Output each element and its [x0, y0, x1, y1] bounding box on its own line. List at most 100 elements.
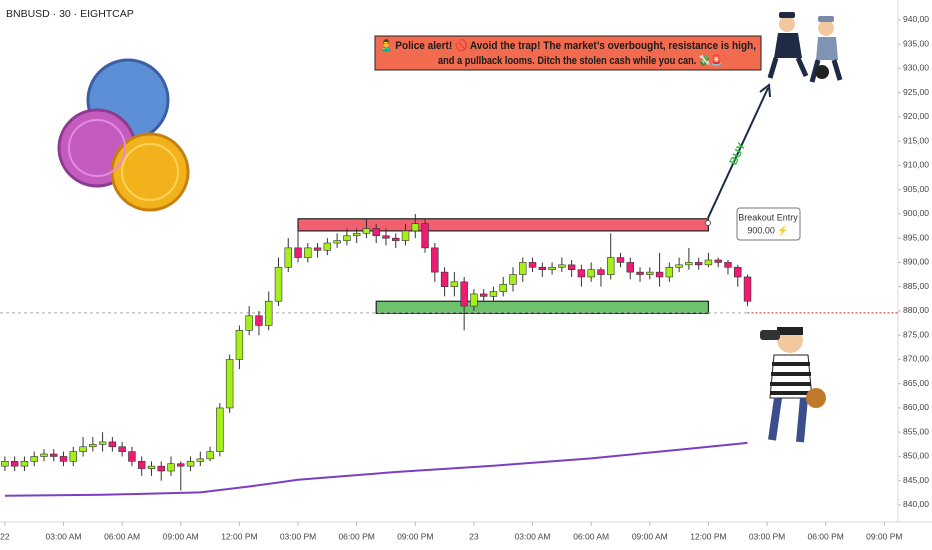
candle-body — [30, 456, 38, 462]
candle-body — [1, 461, 9, 467]
y-tick-label: 850,00 — [903, 451, 929, 461]
candle-body — [206, 451, 214, 460]
candle-body — [626, 262, 634, 273]
candle-body — [157, 465, 165, 472]
candle-body — [186, 461, 195, 467]
x-tick-label: 03:00 PM — [280, 531, 316, 541]
candle-body — [528, 262, 537, 268]
police-illustration — [767, 12, 843, 83]
candle-body — [264, 300, 273, 326]
candle-body — [10, 461, 19, 467]
candle-body — [333, 240, 341, 244]
y-tick-label: 840,00 — [903, 499, 929, 509]
moving-average — [4, 441, 748, 497]
x-tick-label: 03:00 AM — [46, 531, 82, 541]
candle-body — [20, 461, 29, 467]
candle-body — [538, 266, 547, 271]
entry-label: Breakout Entry 900.00 ⚡ — [736, 207, 801, 241]
candle-body — [235, 330, 244, 360]
y-tick-label: 865,00 — [903, 378, 929, 388]
candle-body — [89, 444, 97, 448]
entry-text: Breakout Entry — [738, 212, 798, 222]
anchor-dot — [705, 220, 711, 226]
candle-body — [450, 281, 459, 287]
candle-body — [382, 235, 390, 239]
candle-body — [245, 315, 253, 331]
zone — [375, 300, 710, 314]
entry-box — [736, 207, 801, 241]
callout-line: and a pullback looms. Ditch the stolen c… — [438, 54, 722, 67]
y-tick-label: 890,00 — [903, 257, 929, 267]
candle-body — [128, 451, 136, 462]
y-tick-label: 895,00 — [903, 232, 929, 242]
chart-title: BNBUSD · 30 · EIGHTCAP — [6, 8, 134, 20]
candle-body — [352, 233, 361, 237]
candle-body — [313, 247, 322, 251]
candle-body — [343, 235, 351, 241]
arrow-head — [759, 83, 771, 98]
candle-body — [597, 269, 605, 275]
y-tick-label: 935,00 — [903, 38, 929, 48]
thief-illustration — [760, 327, 826, 443]
candle-body — [479, 293, 488, 297]
y-tick-label: 845,00 — [903, 475, 929, 485]
candle-body — [392, 237, 400, 241]
y-tick-label: 905,00 — [903, 184, 929, 194]
candle-body — [411, 223, 420, 232]
candle-body — [548, 266, 556, 271]
x-tick-label: 03:00 AM — [515, 531, 551, 541]
candle-body — [724, 262, 732, 268]
candle-body — [743, 276, 752, 302]
candle-body — [274, 266, 283, 302]
x-tick-label: 23 — [469, 531, 479, 541]
candle-body — [421, 223, 429, 249]
candle-body — [587, 269, 595, 278]
x-tick-label: 06:00 PM — [338, 531, 374, 541]
y-tick-label: 870,00 — [903, 354, 929, 364]
y-tick-label: 910,00 — [903, 160, 929, 170]
candle-body — [167, 463, 175, 472]
candle-body — [606, 257, 615, 275]
y-tick-label: 930,00 — [903, 63, 929, 73]
candle-body — [665, 266, 674, 278]
candle-body — [323, 242, 332, 251]
candle-body — [40, 453, 48, 457]
candle-body — [655, 271, 664, 278]
y-tick-label: 880,00 — [903, 305, 929, 315]
candle-body — [59, 456, 68, 462]
candle-body — [470, 293, 478, 307]
candle-body — [108, 441, 117, 448]
y-tick-label: 885,00 — [903, 281, 929, 291]
candle-body — [734, 266, 742, 278]
candle-body — [401, 230, 410, 241]
callout-box — [374, 35, 762, 71]
callout: 🙎‍♂️ Police alert! 🚫 Avoid the trap! The… — [374, 35, 762, 71]
candle-body — [704, 259, 713, 266]
candle-body — [675, 264, 683, 268]
entry-text: 900.00 ⚡ — [747, 224, 788, 236]
candle-body — [118, 446, 126, 452]
candle-body — [79, 446, 87, 452]
x-tick-label: 06:00 AM — [104, 531, 140, 541]
candle-body — [294, 247, 302, 258]
x-tick-label: 12:00 PM — [221, 531, 257, 541]
x-tick-label: 09:00 AM — [163, 531, 199, 541]
candle-body — [509, 274, 517, 285]
candle-body — [196, 458, 205, 462]
candle-body — [558, 264, 566, 268]
x-tick-label: 09:00 PM — [397, 531, 433, 541]
candle-body — [50, 453, 58, 457]
x-tick-label: 03:00 PM — [749, 531, 785, 541]
y-tick-label: 860,00 — [903, 402, 929, 412]
candle-body — [284, 247, 292, 268]
y-tick-label: 915,00 — [903, 135, 929, 145]
zone — [297, 218, 710, 232]
candle-body — [69, 451, 78, 462]
y-tick-label: 900,00 — [903, 208, 929, 218]
x-tick-label: 09:00 AM — [632, 531, 668, 541]
candle-body — [489, 291, 498, 297]
x-tick-label: 06:00 PM — [807, 531, 843, 541]
candle-body — [460, 281, 468, 307]
arrow-line — [707, 87, 769, 219]
candle-body — [499, 283, 507, 292]
